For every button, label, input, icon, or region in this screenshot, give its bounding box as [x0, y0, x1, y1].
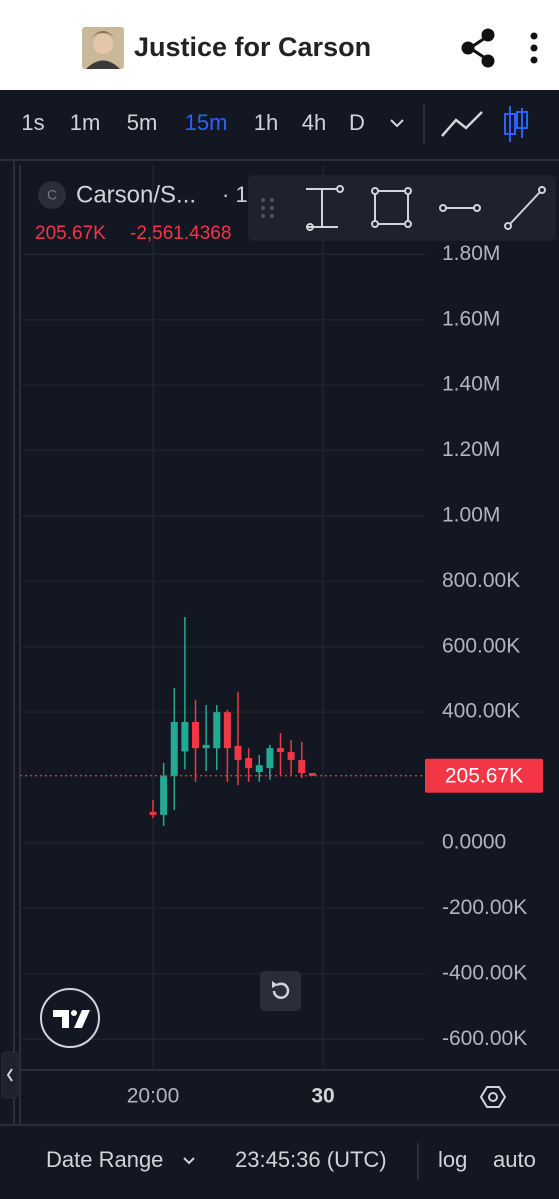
candle-body: [266, 748, 274, 769]
candle-body: [308, 773, 316, 776]
line-chart-button[interactable]: [441, 111, 483, 137]
date-range-chevron: [183, 1157, 195, 1165]
candle-body: [234, 745, 242, 760]
candle-body: [170, 721, 178, 776]
symbol-name[interactable]: Carson/S...: [76, 181, 196, 208]
candle-body: [149, 811, 157, 815]
candle-body: [223, 712, 231, 749]
candle-body: [245, 757, 253, 769]
chart: 1.80M 1.60M 1.40M 1.20M 1.00M 800.00K 600.00K 4…: [20, 165, 543, 1108]
drawing-toolbar: [248, 175, 556, 241]
interval-label: · 1: [222, 182, 248, 207]
candle-body: [160, 775, 168, 815]
legend-price: 205.67K: [35, 223, 106, 244]
price-range-tool[interactable]: [306, 185, 344, 231]
y-tick-label: -600.00K: [442, 1027, 527, 1050]
header-title: Justice for Carson: [134, 32, 371, 62]
x-tick-label: 20:00: [127, 1085, 180, 1108]
share-button[interactable]: [461, 28, 495, 68]
date-range-button[interactable]: Date Range: [46, 1147, 163, 1172]
y-tick-label: 1.80M: [442, 242, 500, 265]
y-tick-label: -400.00K: [442, 961, 527, 984]
candle-body: [255, 765, 263, 773]
side-toggle-icon: [6, 1068, 13, 1082]
interval-button[interactable]: 1m: [70, 110, 101, 135]
last-price-badge: [425, 758, 543, 793]
settings-button[interactable]: [479, 1086, 507, 1108]
clock: 23:45:36 (UTC): [235, 1147, 387, 1172]
log-toggle[interactable]: log: [438, 1147, 467, 1172]
interval-button[interactable]: D: [349, 110, 365, 135]
interval-button[interactable]: 5m: [127, 110, 158, 135]
y-tick-label: -200.00K: [442, 896, 527, 919]
candle-body: [181, 721, 189, 752]
symbol-icon-letter: C: [47, 187, 57, 203]
side-toggle[interactable]: [1, 1051, 19, 1099]
y-tick-label: 1.60M: [442, 307, 500, 330]
symbol-icon: [38, 181, 66, 209]
legend-change: -2,561.4368: [130, 223, 231, 244]
candle-body: [287, 752, 295, 760]
avatar: [82, 27, 124, 69]
tradingview-logo[interactable]: [40, 988, 100, 1048]
y-tick-label: 1.40M: [442, 373, 500, 396]
y-tick-label: 1.20M: [442, 438, 500, 461]
interval-button[interactable]: 4h: [302, 110, 326, 135]
y-tick-label: 0.0000: [442, 831, 506, 854]
candle-chart-button[interactable]: [504, 106, 528, 142]
y-tick-label: 800.00K: [442, 569, 520, 592]
menu-button[interactable]: [530, 32, 538, 64]
y-tick-label: 1.00M: [442, 503, 500, 526]
reset-button[interactable]: [260, 971, 301, 1011]
candle-body: [192, 721, 200, 749]
y-tick-label: 600.00K: [442, 634, 520, 657]
last-price-label: 205.67K: [445, 764, 523, 787]
x-tick-label: 30: [311, 1085, 334, 1108]
auto-toggle[interactable]: auto: [493, 1147, 536, 1172]
interval-menu[interactable]: [390, 119, 404, 128]
interval-button[interactable]: 15m: [185, 110, 228, 135]
candle-body: [277, 748, 285, 753]
trend-line-tool[interactable]: [504, 186, 546, 230]
candle-body: [298, 759, 306, 774]
horizontal-line-tool[interactable]: [439, 204, 481, 212]
interval-button[interactable]: 1h: [254, 110, 278, 135]
interval-bar: 1s 1m 5m 15m 1h 4h D: [21, 110, 365, 135]
candle-body: [213, 712, 221, 749]
interval-button[interactable]: 1s: [21, 110, 44, 135]
rectangle-tool[interactable]: [371, 187, 412, 228]
candle-body: [202, 744, 210, 749]
y-tick-label: 400.00K: [442, 700, 520, 723]
